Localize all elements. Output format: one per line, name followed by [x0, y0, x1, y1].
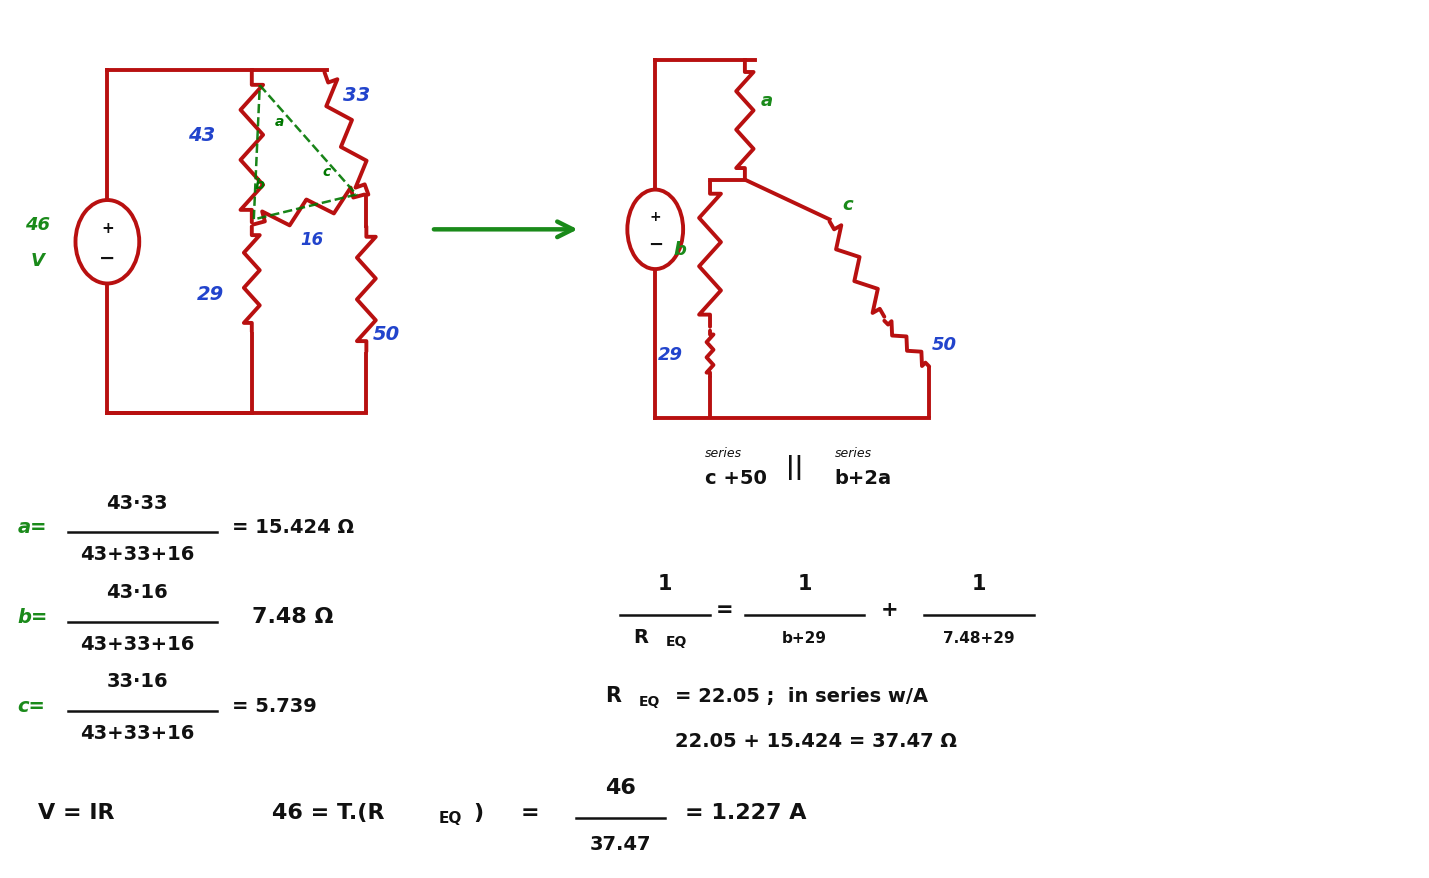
Text: 22.05 + 15.424 = 37.47 Ω: 22.05 + 15.424 = 37.47 Ω	[674, 731, 957, 750]
Text: series: series	[835, 446, 872, 459]
Text: 29: 29	[196, 284, 223, 304]
Text: = 5.739: = 5.739	[231, 696, 317, 716]
Text: +: +	[880, 599, 899, 619]
Text: ): )	[473, 802, 483, 822]
Text: = 15.424 Ω: = 15.424 Ω	[231, 518, 354, 536]
Text: R: R	[606, 686, 622, 706]
Text: +: +	[101, 221, 114, 236]
Text: = 22.05 ;  in series w/A: = 22.05 ; in series w/A	[674, 687, 929, 706]
Text: 7.48+29: 7.48+29	[943, 630, 1015, 645]
Text: 50: 50	[373, 324, 400, 343]
Text: 50: 50	[932, 335, 956, 353]
Text: 1: 1	[657, 573, 673, 594]
Text: series: series	[704, 446, 742, 459]
Text: b: b	[673, 241, 686, 259]
Text: c=: c=	[17, 696, 46, 716]
Text: b+2a: b+2a	[835, 468, 892, 487]
Text: 43·33: 43·33	[107, 493, 169, 512]
Text: a: a	[274, 115, 284, 129]
Text: EQ: EQ	[666, 634, 687, 648]
Text: EQ: EQ	[439, 810, 463, 824]
Text: 46: 46	[604, 777, 636, 797]
Text: 46: 46	[26, 216, 50, 234]
Text: b=: b=	[17, 608, 49, 626]
Text: R: R	[633, 627, 647, 646]
Text: = 1.227 A: = 1.227 A	[684, 802, 806, 822]
Text: c: c	[842, 197, 853, 214]
Text: b+29: b+29	[782, 630, 827, 645]
Text: 16: 16	[300, 231, 323, 249]
Text: b: b	[254, 177, 264, 191]
Text: c +50: c +50	[704, 468, 767, 487]
Text: −: −	[647, 236, 663, 254]
Text: a=: a=	[17, 518, 47, 536]
Text: 43+33+16: 43+33+16	[80, 723, 194, 742]
Text: =: =	[520, 802, 539, 822]
Text: ||: ||	[786, 454, 803, 479]
Text: 43+33+16: 43+33+16	[80, 634, 194, 653]
Text: a: a	[760, 92, 773, 110]
Text: 43+33+16: 43+33+16	[80, 544, 194, 564]
Text: =: =	[716, 599, 733, 619]
Text: 7.48 Ω: 7.48 Ω	[252, 606, 333, 626]
Text: 29: 29	[657, 345, 683, 363]
Text: 1: 1	[797, 573, 812, 594]
Text: 33·16: 33·16	[106, 672, 169, 691]
Text: 46 = T.(R: 46 = T.(R	[272, 802, 384, 822]
Text: EQ: EQ	[639, 694, 660, 709]
Text: 33: 33	[343, 86, 370, 105]
Text: +: +	[649, 210, 662, 224]
Text: 1: 1	[972, 573, 986, 594]
Text: 37.47: 37.47	[590, 834, 652, 853]
Text: V: V	[30, 251, 44, 270]
Text: V = IR: V = IR	[37, 802, 114, 822]
Text: c: c	[323, 164, 330, 178]
Text: 43: 43	[189, 126, 216, 145]
Text: 43·16: 43·16	[106, 582, 169, 601]
Text: −: −	[99, 248, 116, 268]
